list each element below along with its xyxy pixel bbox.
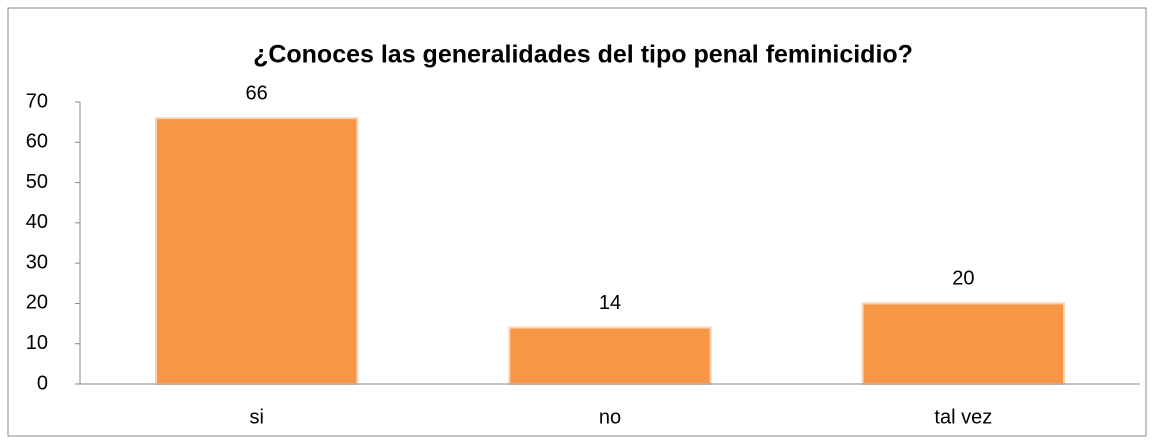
data-label: 66 [246,82,268,104]
y-tick-label: 30 [26,251,48,273]
x-tick-label: no [599,406,621,428]
y-tick-label: 0 [37,372,48,394]
bar [154,117,359,385]
bar [861,302,1066,385]
y-tick-label: 40 [26,211,48,233]
y-tick-label: 10 [26,332,48,354]
y-tick-label: 70 [26,90,48,112]
data-label: 14 [599,292,621,314]
bar [508,326,712,386]
x-tick-label: si [249,406,263,428]
y-tick-label: 50 [26,171,48,193]
y-tick-label: 60 [26,131,48,153]
chart-title: ¿Conoces las generalidades del tipo pena… [253,41,913,69]
y-tick-label: 20 [26,292,48,314]
data-label: 20 [952,268,974,290]
x-tick-label: tal vez [934,406,992,428]
